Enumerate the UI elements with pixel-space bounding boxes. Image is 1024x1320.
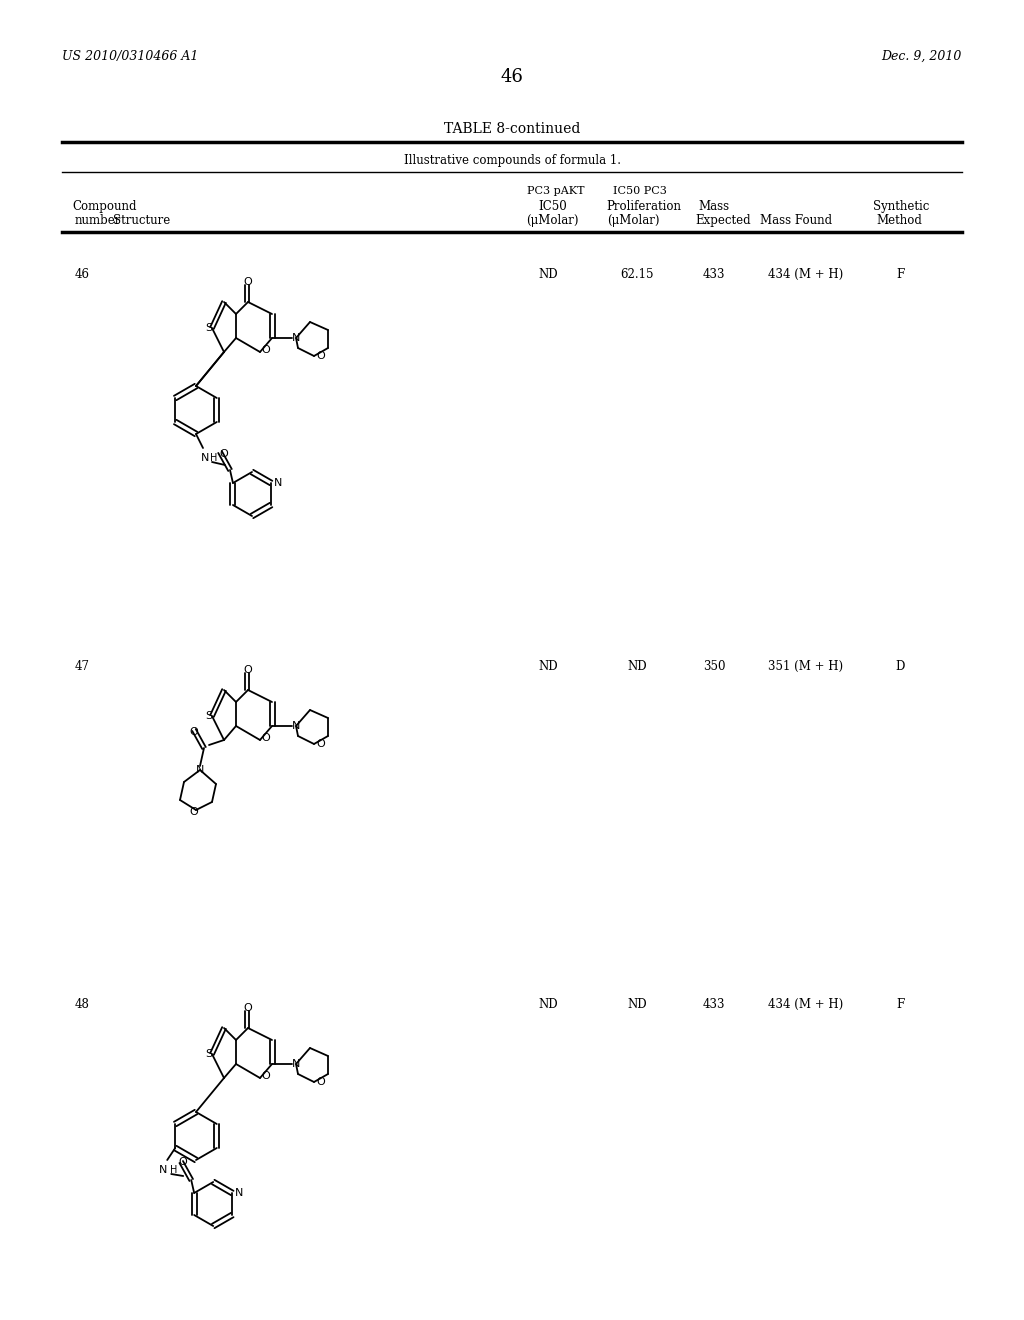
- Text: ND: ND: [627, 998, 647, 1011]
- Text: Compound: Compound: [72, 201, 136, 213]
- Text: ND: ND: [539, 660, 558, 673]
- Text: O: O: [244, 1003, 252, 1012]
- Text: Proliferation: Proliferation: [606, 201, 681, 213]
- Text: 351 (M + H): 351 (M + H): [768, 660, 844, 673]
- Text: S: S: [206, 1049, 213, 1059]
- Text: F: F: [896, 998, 904, 1011]
- Text: O: O: [244, 665, 252, 675]
- Text: 434 (M + H): 434 (M + H): [768, 998, 844, 1011]
- Text: O: O: [316, 351, 326, 360]
- Text: ND: ND: [539, 268, 558, 281]
- Text: 47: 47: [75, 660, 90, 673]
- Text: Mass: Mass: [698, 201, 729, 213]
- Text: N: N: [292, 721, 300, 731]
- Text: TABLE 8-continued: TABLE 8-continued: [443, 121, 581, 136]
- Text: 46: 46: [501, 69, 523, 86]
- Text: Method: Method: [876, 214, 922, 227]
- Text: US 2010/0310466 A1: US 2010/0310466 A1: [62, 50, 199, 63]
- Text: 48: 48: [75, 998, 90, 1011]
- Text: Expected: Expected: [695, 214, 751, 227]
- Text: number: number: [75, 214, 122, 227]
- Text: H: H: [170, 1166, 177, 1175]
- Text: N: N: [292, 333, 300, 343]
- Text: N: N: [159, 1166, 167, 1175]
- Text: N: N: [273, 478, 283, 488]
- Text: Structure: Structure: [113, 214, 170, 227]
- Text: O: O: [189, 727, 199, 737]
- Text: O: O: [179, 1158, 187, 1167]
- Text: O: O: [316, 739, 326, 748]
- Text: O: O: [261, 733, 270, 743]
- Text: N: N: [292, 1059, 300, 1069]
- Text: N: N: [201, 453, 209, 463]
- Text: ND: ND: [539, 998, 558, 1011]
- Text: S: S: [206, 711, 213, 721]
- Text: O: O: [261, 1071, 270, 1081]
- Text: 46: 46: [75, 268, 90, 281]
- Text: IC50: IC50: [538, 201, 566, 213]
- Text: Dec. 9, 2010: Dec. 9, 2010: [882, 50, 962, 63]
- Text: O: O: [244, 277, 252, 286]
- Text: ND: ND: [627, 660, 647, 673]
- Text: (μMolar): (μMolar): [607, 214, 659, 227]
- Text: F: F: [896, 268, 904, 281]
- Text: O: O: [189, 807, 199, 817]
- Text: Synthetic: Synthetic: [873, 201, 930, 213]
- Text: N: N: [236, 1188, 244, 1199]
- Text: S: S: [206, 323, 213, 333]
- Text: Mass Found: Mass Found: [760, 214, 833, 227]
- Text: 350: 350: [702, 660, 725, 673]
- Text: IC50 PC3: IC50 PC3: [613, 186, 667, 195]
- Text: D: D: [895, 660, 904, 673]
- Text: (μMolar): (μMolar): [526, 214, 579, 227]
- Text: O: O: [219, 449, 228, 459]
- Text: PC3 pAKT: PC3 pAKT: [527, 186, 585, 195]
- Text: O: O: [316, 1077, 326, 1086]
- Text: N: N: [196, 766, 204, 775]
- Text: H: H: [210, 453, 218, 463]
- Text: 433: 433: [702, 268, 725, 281]
- Text: O: O: [261, 345, 270, 355]
- Text: Illustrative compounds of formula 1.: Illustrative compounds of formula 1.: [403, 154, 621, 168]
- Text: 62.15: 62.15: [621, 268, 653, 281]
- Text: 434 (M + H): 434 (M + H): [768, 268, 844, 281]
- Text: 433: 433: [702, 998, 725, 1011]
